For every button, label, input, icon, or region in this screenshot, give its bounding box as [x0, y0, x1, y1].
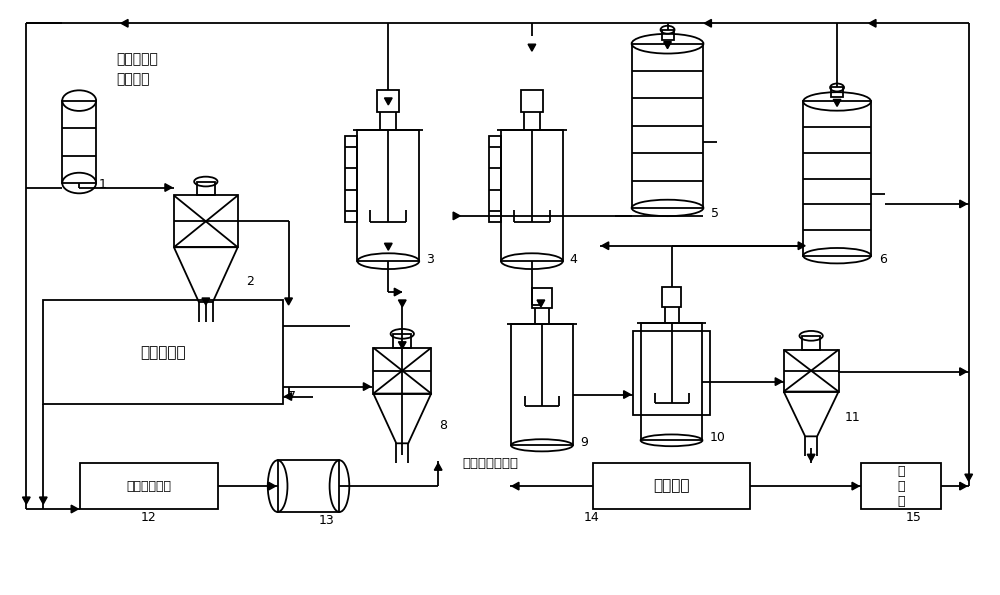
Polygon shape: [398, 342, 406, 349]
Text: 真空手套箱: 真空手套箱: [140, 345, 186, 360]
Text: 超临界水热: 超临界水热: [116, 52, 158, 66]
Bar: [802, 336, 820, 350]
Polygon shape: [202, 298, 210, 305]
Text: 1: 1: [99, 177, 107, 190]
Polygon shape: [965, 474, 973, 481]
Polygon shape: [285, 298, 292, 305]
Polygon shape: [398, 300, 406, 307]
Bar: [831, 87, 843, 98]
Bar: [62, 101, 96, 183]
Polygon shape: [602, 242, 609, 249]
Polygon shape: [852, 483, 859, 490]
Polygon shape: [664, 42, 671, 49]
Polygon shape: [39, 497, 47, 504]
Text: 13: 13: [319, 514, 334, 527]
Polygon shape: [165, 184, 172, 192]
Bar: [861, 464, 941, 509]
Polygon shape: [269, 483, 276, 490]
Bar: [532, 288, 552, 308]
Bar: [593, 464, 750, 509]
Bar: [377, 90, 399, 112]
Polygon shape: [798, 242, 805, 249]
Bar: [393, 334, 411, 347]
Text: 变压吸附装置: 变压吸附装置: [126, 480, 171, 493]
Polygon shape: [363, 383, 370, 390]
Text: 2: 2: [246, 275, 254, 288]
Text: 冷
凝
器: 冷 凝 器: [897, 465, 905, 508]
Text: 干燥装置: 干燥装置: [653, 478, 690, 494]
Polygon shape: [434, 464, 442, 470]
Text: 4: 4: [570, 253, 578, 266]
Bar: [803, 101, 871, 256]
Polygon shape: [384, 243, 392, 250]
Bar: [373, 347, 431, 393]
Polygon shape: [960, 200, 967, 208]
Text: 9: 9: [580, 436, 588, 449]
Bar: [521, 90, 543, 112]
Polygon shape: [775, 378, 782, 386]
Bar: [345, 136, 357, 222]
Bar: [662, 30, 674, 40]
Text: 合成产物: 合成产物: [116, 72, 150, 86]
Polygon shape: [71, 505, 78, 513]
Text: 12: 12: [141, 511, 157, 524]
Text: 7: 7: [288, 390, 296, 403]
Polygon shape: [960, 368, 967, 375]
Bar: [357, 130, 419, 261]
Text: 8: 8: [439, 419, 447, 433]
Bar: [197, 181, 215, 196]
Polygon shape: [624, 391, 631, 399]
Polygon shape: [833, 99, 841, 107]
Bar: [641, 323, 702, 440]
Polygon shape: [384, 98, 392, 105]
Text: 5: 5: [711, 208, 719, 220]
Text: 15: 15: [906, 511, 922, 524]
Polygon shape: [22, 497, 30, 504]
Bar: [489, 136, 501, 222]
Polygon shape: [394, 288, 401, 296]
Text: 3: 3: [426, 253, 434, 266]
Text: 6: 6: [879, 253, 887, 266]
Polygon shape: [537, 300, 545, 307]
Polygon shape: [528, 44, 536, 51]
Bar: [511, 324, 573, 445]
Text: 14: 14: [584, 511, 600, 524]
Polygon shape: [869, 20, 876, 27]
Bar: [278, 461, 339, 512]
Polygon shape: [512, 483, 519, 490]
Bar: [43, 300, 283, 405]
Polygon shape: [960, 483, 967, 490]
Text: 10: 10: [709, 431, 725, 444]
Polygon shape: [285, 393, 292, 400]
Bar: [501, 130, 563, 261]
Text: 纳米铜粉体产品: 纳米铜粉体产品: [462, 457, 518, 470]
Polygon shape: [704, 20, 711, 27]
Bar: [784, 350, 839, 392]
Polygon shape: [807, 454, 815, 461]
Text: 11: 11: [845, 411, 861, 424]
Bar: [633, 331, 710, 415]
Polygon shape: [121, 20, 128, 27]
Polygon shape: [453, 212, 460, 220]
Bar: [632, 43, 703, 208]
Bar: [80, 464, 218, 509]
Bar: [174, 196, 238, 248]
Bar: [662, 287, 681, 307]
